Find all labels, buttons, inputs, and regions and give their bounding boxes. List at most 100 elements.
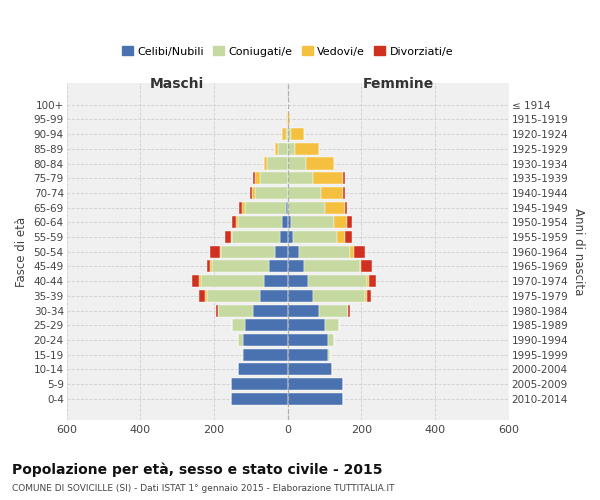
Bar	[365, 290, 367, 302]
Bar	[211, 246, 220, 258]
Bar	[367, 290, 371, 302]
Bar	[337, 231, 345, 243]
Bar	[345, 202, 347, 213]
Bar	[260, 172, 287, 184]
Bar	[287, 275, 308, 287]
Bar	[245, 319, 287, 332]
Bar	[230, 378, 287, 390]
Bar	[254, 172, 260, 184]
Bar	[192, 275, 199, 287]
Bar	[250, 187, 251, 199]
Bar	[286, 128, 287, 140]
Bar	[264, 275, 287, 287]
Bar	[225, 231, 230, 243]
Bar	[253, 304, 287, 316]
Bar	[282, 128, 286, 140]
Bar	[287, 290, 313, 302]
Bar	[232, 319, 245, 332]
Bar	[287, 231, 293, 243]
Bar	[299, 246, 350, 258]
Bar	[280, 231, 287, 243]
Bar	[206, 260, 211, 272]
Bar	[328, 348, 330, 360]
Bar	[211, 260, 212, 272]
Bar	[251, 187, 254, 199]
Bar	[369, 275, 376, 287]
Bar	[199, 275, 201, 287]
Bar	[216, 304, 218, 316]
Bar	[287, 319, 325, 332]
Bar	[245, 202, 286, 213]
Bar	[293, 231, 337, 243]
Bar	[361, 260, 373, 272]
Bar	[287, 348, 328, 360]
Bar	[287, 393, 343, 405]
Bar	[242, 202, 245, 213]
Bar	[268, 158, 287, 170]
Bar	[282, 216, 287, 228]
Bar	[292, 216, 334, 228]
Bar	[287, 202, 325, 213]
Bar	[304, 260, 359, 272]
Bar	[287, 216, 292, 228]
Legend: Celibi/Nubili, Coniugati/e, Vedovi/e, Divorziati/e: Celibi/Nubili, Coniugati/e, Vedovi/e, Di…	[118, 42, 458, 61]
Bar	[230, 393, 287, 405]
Y-axis label: Anni di nascita: Anni di nascita	[572, 208, 585, 296]
Bar	[347, 216, 352, 228]
Bar	[264, 158, 268, 170]
Text: Maschi: Maschi	[150, 78, 204, 92]
Bar	[275, 246, 287, 258]
Bar	[287, 260, 304, 272]
Bar	[238, 364, 287, 376]
Bar	[354, 246, 365, 258]
Bar	[349, 304, 350, 316]
Bar	[199, 290, 205, 302]
Bar	[350, 246, 354, 258]
Text: COMUNE DI SOVICILLE (SI) - Dati ISTAT 1° gennaio 2015 - Elaborazione TUTTITALIA.: COMUNE DI SOVICILLE (SI) - Dati ISTAT 1°…	[12, 484, 395, 493]
Bar	[343, 172, 345, 184]
Bar	[287, 172, 313, 184]
Bar	[206, 290, 260, 302]
Bar	[295, 143, 319, 155]
Bar	[287, 128, 290, 140]
Bar	[345, 231, 352, 243]
Bar	[287, 158, 306, 170]
Bar	[238, 216, 282, 228]
Bar	[306, 158, 334, 170]
Bar	[287, 143, 295, 155]
Bar	[244, 334, 287, 346]
Bar	[232, 231, 280, 243]
Bar	[212, 260, 269, 272]
Bar	[334, 216, 347, 228]
Bar	[260, 290, 287, 302]
Bar	[278, 143, 287, 155]
Bar	[325, 202, 345, 213]
Bar	[287, 246, 299, 258]
Bar	[343, 187, 345, 199]
Bar	[359, 260, 361, 272]
Bar	[236, 216, 238, 228]
Bar	[287, 334, 328, 346]
Text: Femmine: Femmine	[362, 78, 434, 92]
Y-axis label: Fasce di età: Fasce di età	[15, 216, 28, 287]
Bar	[253, 172, 254, 184]
Bar	[367, 275, 369, 287]
Bar	[287, 114, 289, 126]
Bar	[244, 348, 287, 360]
Bar	[205, 290, 206, 302]
Bar	[218, 304, 253, 316]
Bar	[325, 319, 339, 332]
Bar	[289, 114, 290, 126]
Bar	[230, 231, 232, 243]
Bar	[269, 260, 287, 272]
Bar	[286, 114, 287, 126]
Bar	[286, 202, 287, 213]
Bar	[321, 187, 343, 199]
Bar	[287, 378, 343, 390]
Bar	[238, 334, 244, 346]
Text: Popolazione per età, sesso e stato civile - 2015: Popolazione per età, sesso e stato civil…	[12, 462, 383, 477]
Bar	[239, 202, 242, 213]
Bar	[220, 246, 221, 258]
Bar	[290, 128, 304, 140]
Bar	[313, 172, 343, 184]
